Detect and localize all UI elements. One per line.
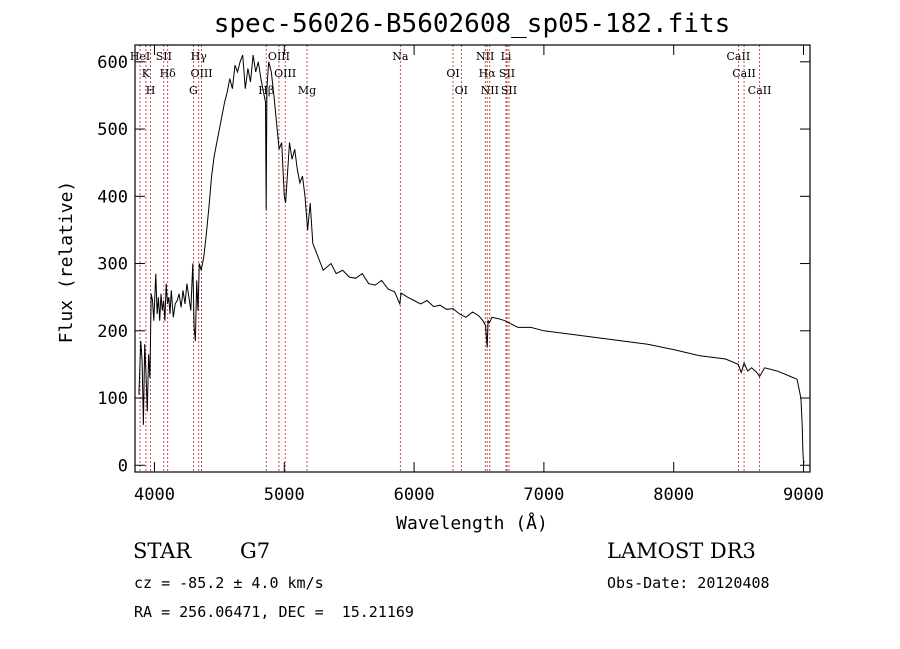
coordinates: RA = 256.06471, DEC = 15.21169 [134,603,414,621]
annotation-label: CaII [732,67,756,80]
annotation-lines: HeIKHSIIHδGHγOIIIHβOIIIOIIIMgNaOIOINIIHα… [130,45,772,472]
annotation-label: K [142,67,151,80]
spectrum-line [138,54,805,463]
y-tick-label: 200 [97,322,128,342]
x-axis-label: Wavelength (Å) [396,512,548,534]
annotation-label: Hα [479,67,497,80]
annotation-label: OIII [268,50,290,63]
x-tick-label: 4000 [134,485,175,505]
axis-ticks: 4000 5000 6000 7000 8000 9000 0 100 200 300 400 500… [97,45,824,505]
annotation-label: Na [392,50,409,63]
annotation-label: SII [156,50,172,63]
annotation-label: OIII [274,67,296,80]
annotation-label: SII [501,84,517,97]
obs-date: Obs-Date: 20120408 [607,574,770,592]
annotation-label: Hδ [160,67,177,80]
annotation-label: NII [481,84,499,97]
redshift-text: cz = -85.2 ± 4.0 km/s [134,574,324,592]
annotation-label: G [189,84,198,97]
y-tick-label: 100 [97,389,128,409]
annotation-label: Hγ [191,50,208,63]
y-tick-label: 0 [118,456,128,476]
annotation-label: HeI [130,50,150,63]
object-class: STAR [133,539,192,563]
y-tick-label: 300 [97,255,128,275]
annotation-label: OIII [191,67,213,80]
object-subclass: G7 [240,539,271,563]
x-tick-label: 5000 [264,485,305,505]
y-axis-label: Flux (relative) [56,181,77,344]
y-tick-label: 400 [97,187,128,207]
survey-name: LAMOST DR3 [607,539,756,563]
x-tick-label: 7000 [523,485,564,505]
x-tick-label: 9000 [783,485,824,505]
annotation-label: Mg [298,84,316,97]
y-tick-label: 500 [97,120,128,140]
chart-title: spec-56026-B5602608_sp05-182.fits [214,9,731,39]
x-tick-label: 6000 [394,485,435,505]
annotation-label: CaII [748,84,772,97]
plot-frame [134,44,811,473]
annotation-label: OI [455,84,468,97]
annotation-label: Hβ [258,84,274,97]
y-tick-label: 600 [97,53,128,73]
annotation-label: Li [501,50,512,63]
annotation-label: SII [499,67,515,80]
annotation-label: OI [446,67,459,80]
x-tick-label: 8000 [653,485,694,505]
annotation-label: H [146,84,156,97]
annotation-label: CaII [727,50,751,63]
annotation-label: NII [476,50,494,63]
spectrum-series [138,54,805,463]
